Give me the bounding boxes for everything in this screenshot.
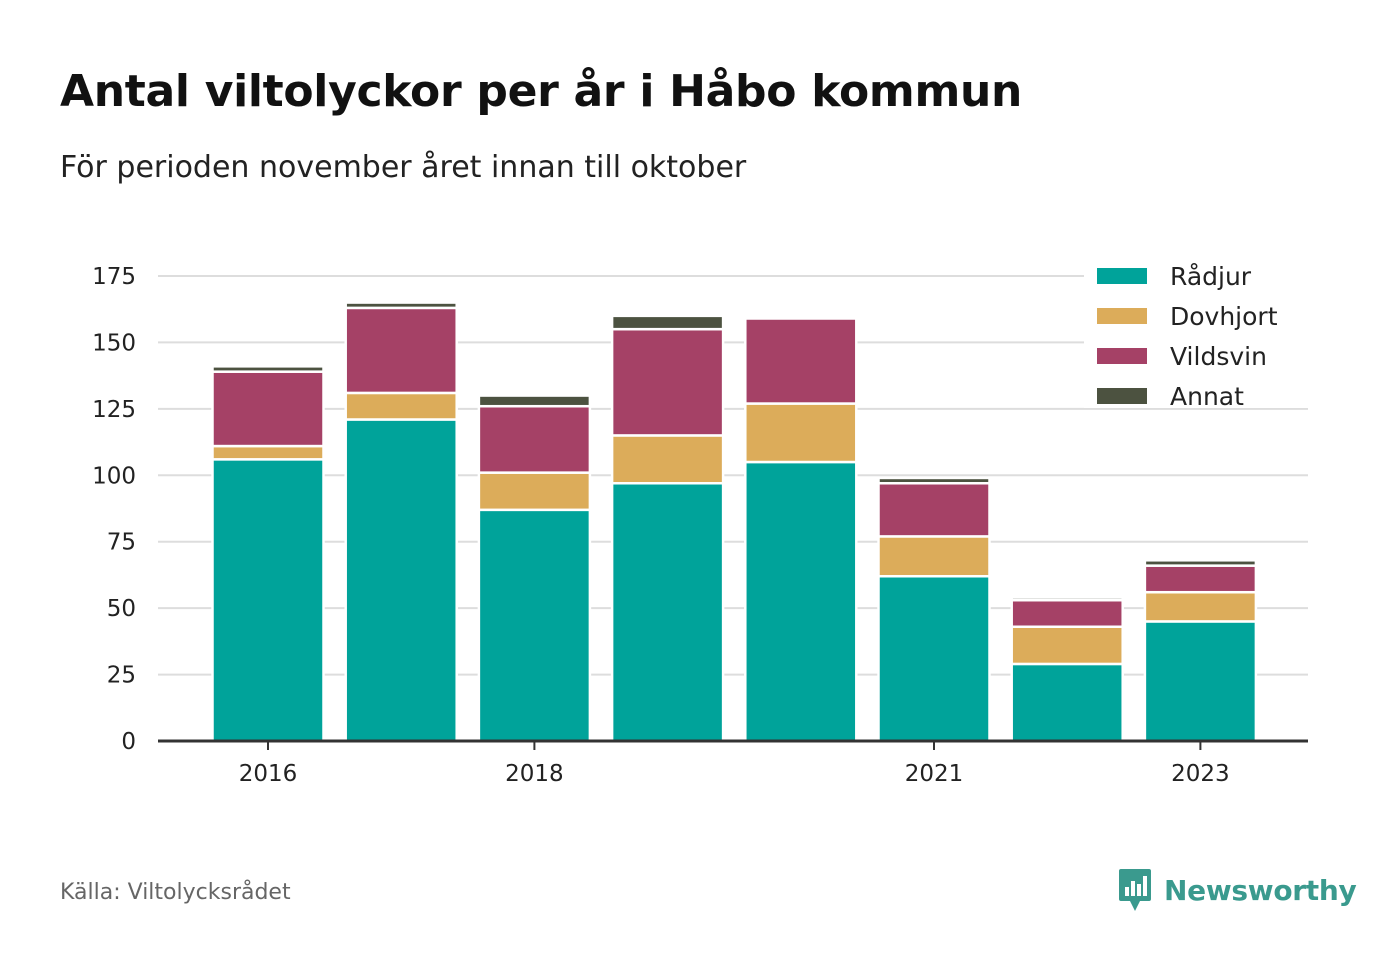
bar-segment (477, 508, 592, 743)
x-tick-label: 2021 (905, 761, 964, 787)
bar-segment (1143, 620, 1258, 743)
axis-layer: 0 25 50 75 100 125 150 175 2016 2018 2021 2023 (92, 264, 1308, 787)
legend: Rådjur Dovhjort Vildsvin Annat (1084, 256, 1312, 411)
bar-segment (477, 471, 592, 512)
bar-segment (477, 404, 592, 474)
bar-segment (344, 301, 458, 310)
x-tick-label: 2016 (239, 761, 298, 787)
bar-segment (744, 317, 858, 405)
y-tick-label: 25 (107, 663, 136, 689)
chart-title: Antal viltolyckor per år i Håbo kommun (60, 66, 1023, 117)
bar-segment (610, 327, 725, 437)
bar-segment (211, 365, 325, 373)
bar-segment (1010, 596, 1124, 602)
y-tick-label: 0 (121, 729, 136, 755)
legend-swatch (1097, 268, 1147, 284)
y-tick-label: 150 (92, 330, 136, 356)
bar-segment (1143, 564, 1258, 594)
bar-segment (610, 434, 725, 485)
newsworthy-logo-icon (1119, 869, 1151, 911)
bar-segment (877, 535, 991, 578)
source-note: Källa: Viltolycksrådet (60, 880, 291, 905)
bar-segment (1010, 598, 1124, 628)
legend-swatch (1097, 308, 1147, 324)
bar-segment (877, 482, 991, 538)
bars-layer (211, 301, 1258, 743)
bar-segment (744, 402, 858, 464)
chart-subtitle: För perioden november året innan till ok… (60, 150, 747, 185)
bar-segment (211, 370, 325, 448)
bar-segment (610, 482, 725, 743)
bar-segment (1143, 590, 1258, 623)
bar-segment (1010, 625, 1124, 666)
bar-segment (211, 458, 325, 743)
y-tick-label: 100 (92, 463, 136, 489)
legend-label: Rådjur (1170, 262, 1252, 291)
legend-label: Vildsvin (1170, 342, 1267, 371)
bar-segment (877, 575, 991, 743)
legend-swatch (1097, 348, 1147, 364)
brand-name: Newsworthy (1164, 873, 1357, 907)
x-tick-label: 2018 (505, 761, 564, 787)
legend-label: Annat (1170, 382, 1244, 411)
bar-segment (344, 306, 458, 395)
bar-segment (477, 394, 592, 408)
y-tick-label: 50 (107, 596, 136, 622)
stacked-bar-chart: 0 25 50 75 100 125 150 175 2016 2018 2021 2023 Rådj… (92, 256, 1312, 787)
bar-segment (344, 391, 458, 421)
bar-segment (1010, 662, 1124, 743)
legend-swatch (1097, 388, 1147, 404)
bar-segment (211, 444, 325, 461)
bar-segment (877, 476, 991, 485)
y-tick-label: 175 (92, 264, 136, 290)
y-tick-label: 125 (92, 397, 136, 423)
brand-logo: Newsworthy (1118, 866, 1357, 914)
y-tick-label: 75 (107, 530, 136, 556)
bar-segment (610, 314, 725, 331)
bar-segment (1143, 559, 1258, 567)
x-tick-label: 2023 (1171, 761, 1230, 787)
bar-segment (344, 418, 458, 743)
bar-segment (744, 460, 858, 743)
legend-label: Dovhjort (1170, 302, 1278, 331)
